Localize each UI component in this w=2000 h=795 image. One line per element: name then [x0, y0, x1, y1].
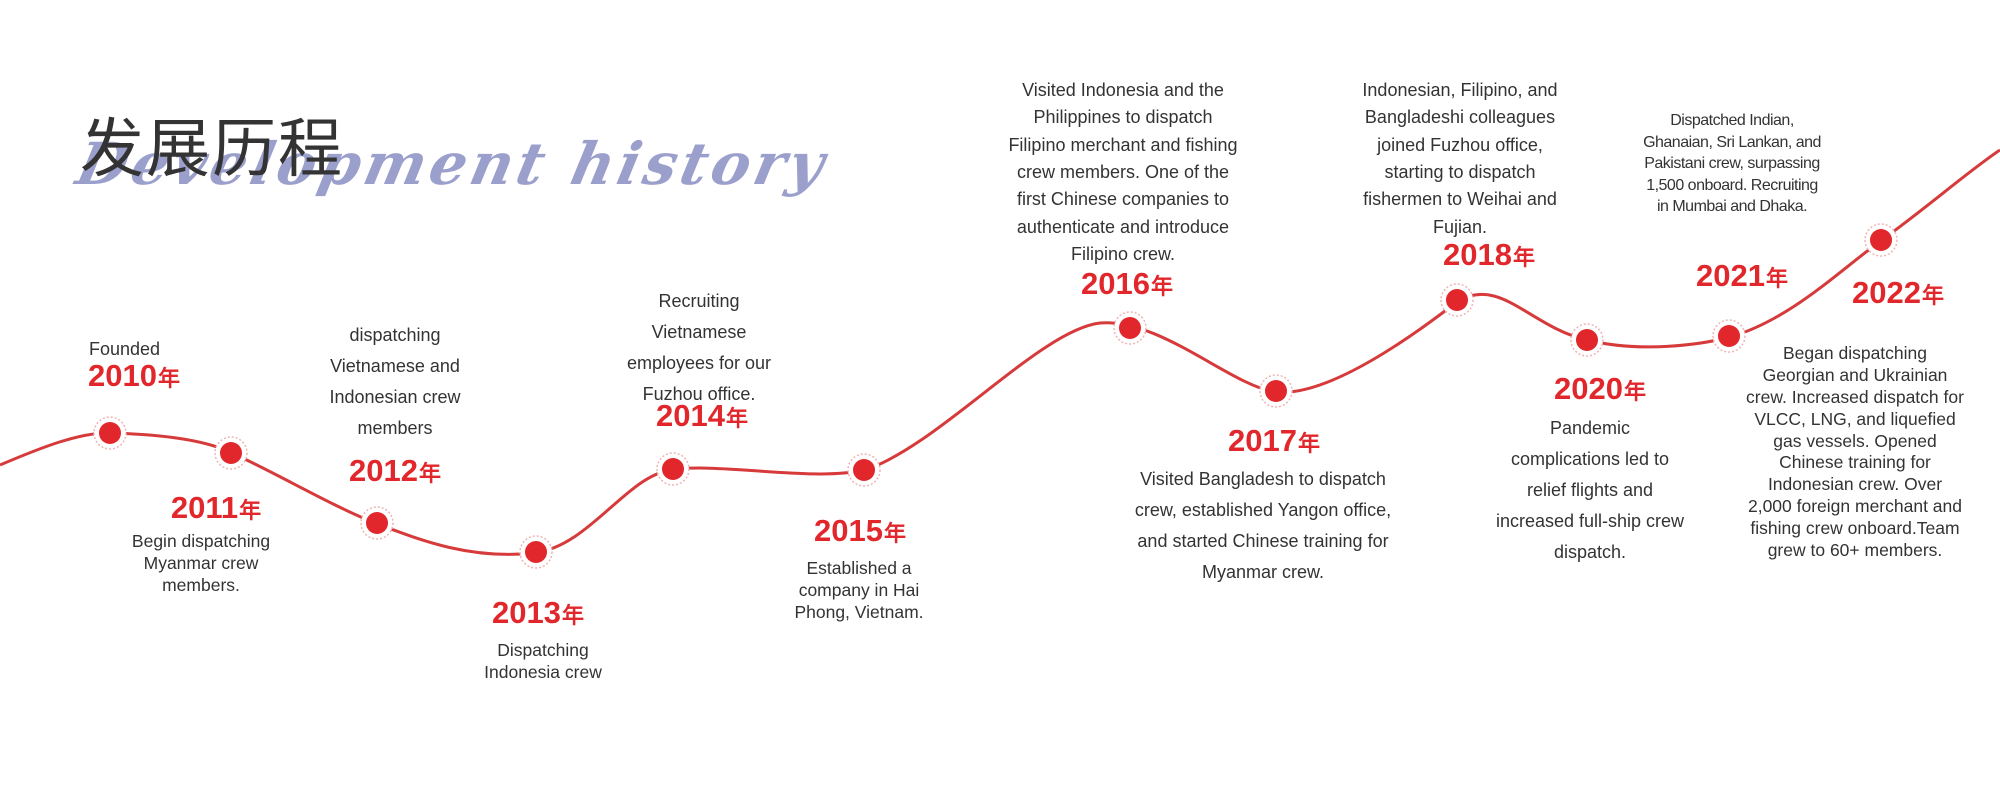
milestone-2021-dot [1718, 325, 1740, 347]
milestone-2021-year-number: 2021 [1696, 258, 1765, 293]
milestone-2013-year: 2013年 [418, 597, 658, 628]
milestone-2011-text: Begin dispatching Myanmar crew members. [131, 531, 271, 595]
milestone-2021-year-suffix: 年 [1765, 267, 1788, 292]
milestone-2015-year: 2015年 [740, 515, 980, 546]
milestone-2012-year-number: 2012 [349, 453, 418, 488]
milestone-2020-year-number: 2020 [1554, 371, 1623, 406]
milestone-2014-text: Recruiting Vietnamese employees for our … [626, 291, 772, 404]
milestone-2018-dot [1446, 289, 1468, 311]
milestone-2020-year: 2020年 [1480, 373, 1720, 404]
milestone-2020-dot [1576, 329, 1598, 351]
milestone-2017-year-suffix: 年 [1297, 432, 1320, 457]
milestone-2018-year: 2018年 [1369, 239, 1609, 270]
milestone-2016-year-number: 2016 [1081, 266, 1150, 301]
milestone-2017-year: 2017年 [1154, 425, 1394, 456]
milestone-2021-year: 2021年 [1622, 260, 1862, 291]
milestone-2022-year-number: 2022 [1852, 275, 1921, 310]
milestone-2017-year-number: 2017 [1228, 423, 1297, 458]
milestone-2018-text: Indonesian, Filipino, and Bangladeshi co… [1362, 80, 1558, 237]
milestone-2010-year-suffix: 年 [157, 367, 180, 392]
milestone-2010-text: Founded [89, 339, 161, 359]
milestone-2022-dot [1870, 229, 1892, 251]
milestone-2018-year-suffix: 年 [1512, 246, 1535, 271]
timeline-curve [0, 148, 2000, 556]
milestone-2012-year: 2012年 [275, 455, 515, 486]
milestone-2015-year-suffix: 年 [883, 522, 906, 547]
milestone-2011-year-number: 2011 [170, 490, 239, 525]
milestone-2018-year-number: 2018 [1443, 237, 1512, 272]
milestone-2010-year: 2010年 [14, 360, 254, 391]
milestone-2015-dot [853, 459, 875, 481]
milestone-2013-text: Dispatching Indonesia crew [484, 640, 602, 682]
milestone-2012-text: dispatching Vietnamese and Indonesian cr… [329, 325, 461, 438]
milestone-2021-text: Dispatched Indian, Ghanaian, Sri Lankan,… [1643, 112, 1821, 216]
milestone-2010-year-number: 2010 [88, 358, 157, 393]
milestone-2012-year-suffix: 年 [418, 462, 441, 487]
milestone-2012-dot [366, 512, 388, 534]
milestone-2022-text: Began dispatching Georgian and Ukrainian… [1746, 343, 1964, 560]
milestone-2014-year-number: 2014 [656, 398, 725, 433]
milestone-2013-year-suffix: 年 [561, 604, 584, 629]
milestone-2014-year-suffix: 年 [725, 407, 748, 432]
milestone-2010-dot [99, 422, 121, 444]
milestone-2011-dot [220, 442, 242, 464]
milestone-2016-year-suffix: 年 [1150, 275, 1173, 300]
milestone-2022-year: 2022年 [1778, 277, 2000, 308]
milestone-2013-dot [525, 541, 547, 563]
milestone-2016-dot [1119, 317, 1141, 339]
section-title-chinese: 发展历程 [80, 113, 344, 187]
milestone-2013-year-number: 2013 [492, 595, 561, 630]
milestone-2020-year-suffix: 年 [1623, 380, 1646, 405]
milestone-2011-year-suffix: 年 [239, 499, 262, 524]
milestone-2020-text: Pandemic complications led to relief fli… [1495, 418, 1685, 562]
milestone-2014-dot [662, 458, 684, 480]
milestone-2016-year: 2016年 [1007, 268, 1247, 299]
milestone-2015-text: Established a company in Hai Phong, Viet… [794, 558, 924, 622]
milestone-2017-dot [1265, 380, 1287, 402]
milestone-2011-year: 2011年 [96, 492, 336, 523]
milestone-2017-text: Visited Bangladesh to dispatch crew, est… [1134, 469, 1392, 582]
milestone-2014-year: 2014年 [582, 400, 822, 431]
milestone-2015-year-number: 2015 [814, 513, 883, 548]
milestone-2016-text: Visited Indonesia and the Philippines to… [1008, 80, 1238, 265]
milestone-2022-year-suffix: 年 [1921, 284, 1944, 309]
